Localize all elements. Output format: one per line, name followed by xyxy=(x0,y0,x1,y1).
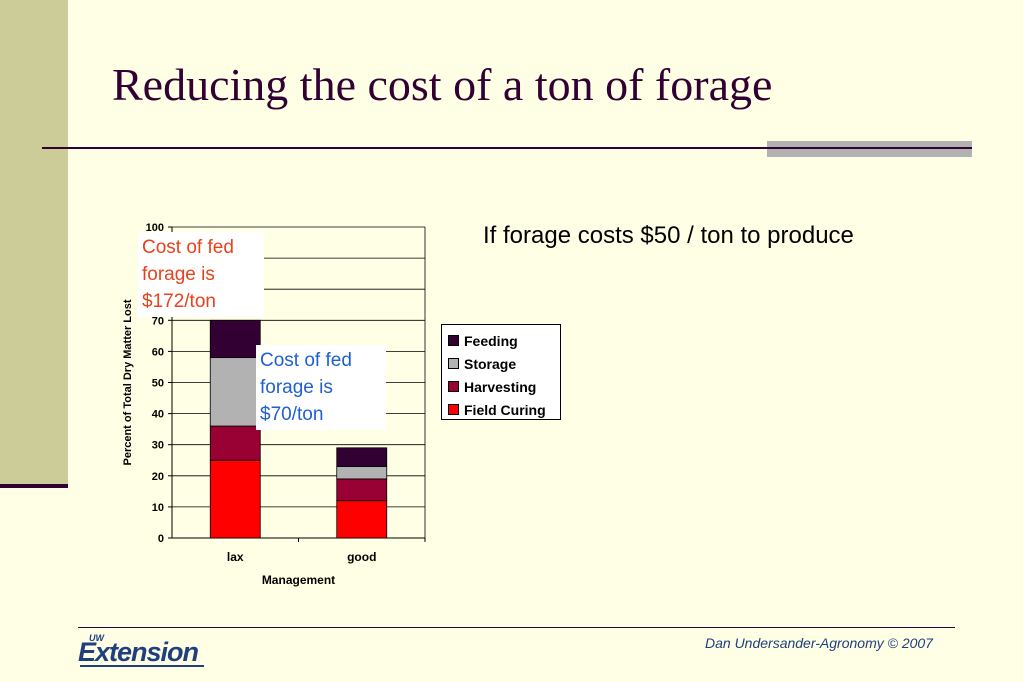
x-axis-title: Management xyxy=(262,573,335,587)
footer-rule xyxy=(78,627,955,628)
callout-good-cost: Cost of fed forage is $70/ton xyxy=(256,345,386,430)
y-tick-label: 50 xyxy=(152,378,164,390)
bar-segment-field-curing xyxy=(336,500,388,539)
y-tick-label: 60 xyxy=(152,346,164,358)
bar-segment-harvesting xyxy=(209,425,261,461)
legend-item: Field Curing xyxy=(448,398,554,421)
logo-underline xyxy=(80,665,204,667)
title-accent-bar xyxy=(767,141,972,157)
callout-lax-cost: Cost of fed forage is $172/ton xyxy=(138,232,264,317)
y-tick-label: 100 xyxy=(146,222,164,234)
legend-swatch xyxy=(448,335,459,346)
legend-label: Field Curing xyxy=(464,401,546,418)
left-decor-line xyxy=(0,484,68,488)
bar-segment-storage xyxy=(336,466,388,480)
legend-label: Feeding xyxy=(464,332,518,349)
bar-segment-feeding xyxy=(209,319,261,359)
y-axis-title: Percent of Total Dry Matter Lost xyxy=(122,299,134,465)
x-tick-label: lax xyxy=(227,550,244,564)
legend-item: Feeding xyxy=(448,329,554,352)
title-rule xyxy=(42,147,972,149)
legend-item: Harvesting xyxy=(448,375,554,398)
uw-extension-logo: UW Extension xyxy=(78,633,208,667)
y-tick-label: 40 xyxy=(152,409,164,421)
chart-svg: 0102030405060708090100laxgoodManagementP… xyxy=(122,222,426,587)
slide-subtitle: If forage costs $50 / ton to produce xyxy=(483,222,854,249)
bar-segment-storage xyxy=(209,357,261,427)
legend-label: Harvesting xyxy=(464,378,537,395)
stacked-bar-chart: 0102030405060708090100laxgoodManagementP… xyxy=(110,215,440,595)
bar-segment-field-curing xyxy=(209,459,261,539)
legend-label: Storage xyxy=(464,355,517,372)
bar-segment-feeding xyxy=(336,447,388,467)
bar-segment-harvesting xyxy=(336,478,388,502)
logo-main-text: Extension xyxy=(78,637,199,667)
legend-swatch xyxy=(448,381,459,392)
title-accent-line xyxy=(767,147,972,149)
legend-item: Storage xyxy=(448,352,554,375)
y-tick-label: 20 xyxy=(152,471,164,483)
y-tick-label: 30 xyxy=(152,440,164,452)
left-decor-band xyxy=(0,0,68,484)
y-tick-label: 0 xyxy=(158,533,164,545)
logo-sup-text: UW xyxy=(89,633,104,643)
footer-credit: Dan Undersander-Agronomy © 2007 xyxy=(705,635,933,651)
legend-swatch xyxy=(448,358,459,369)
chart-legend: Feeding Storage Harvesting Field Curing xyxy=(441,324,561,420)
x-tick-label: good xyxy=(347,550,376,564)
slide-title: Reducing the cost of a ton of forage xyxy=(112,59,773,110)
y-tick-label: 70 xyxy=(152,315,164,327)
y-tick-label: 10 xyxy=(152,502,164,514)
legend-swatch xyxy=(448,404,459,415)
